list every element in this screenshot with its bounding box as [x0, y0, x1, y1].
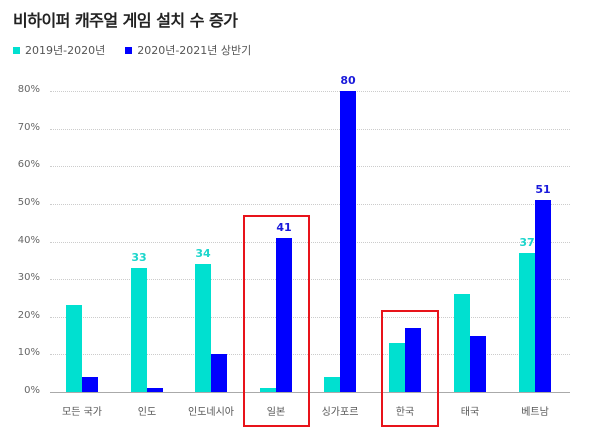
x-tick-label: 인도 — [137, 407, 157, 418]
legend-swatch-cyan — [13, 46, 20, 54]
data-label: 41 — [276, 220, 292, 234]
highlight-box-japan — [243, 215, 310, 427]
bar-2019-2020 — [389, 343, 405, 392]
bar-2019-2020 — [131, 267, 147, 392]
bar-2020-2021 — [211, 354, 227, 392]
gridline — [50, 354, 570, 356]
x-tick-label: 인도네시아 — [188, 407, 234, 418]
legend: 2019년-2020년 2020년-2021년 상반기 — [13, 42, 251, 58]
x-tick-label: 태국 — [460, 407, 480, 418]
x-tick-label: 모든 국가 — [62, 407, 102, 418]
bar-2020-2021 — [535, 200, 551, 392]
legend-label: 2020년-2021년 상반기 — [137, 44, 252, 57]
bar-2020-2021 — [340, 91, 356, 392]
bar-2019-2020 — [66, 305, 82, 392]
y-tick-label: 50% — [17, 196, 40, 208]
data-label: 51 — [535, 183, 551, 197]
data-label: 34 — [195, 247, 211, 261]
x-axis-line — [50, 392, 570, 393]
x-tick-label: 싱가포르 — [321, 407, 359, 418]
data-label: 33 — [131, 250, 147, 264]
gridline — [50, 279, 570, 281]
bar-2019-2020 — [519, 252, 535, 392]
bar-2020-2021 — [405, 328, 421, 392]
gridline — [50, 128, 570, 130]
bar-2019-2020 — [195, 264, 211, 392]
bar-2020-2021 — [82, 376, 98, 392]
gridline — [50, 166, 570, 168]
y-tick-label: 70% — [17, 121, 40, 133]
y-tick-label: 60% — [17, 159, 40, 171]
y-tick-label: 0% — [24, 385, 40, 396]
y-tick-label: 80% — [17, 84, 40, 95]
bar-2019-2020 — [454, 294, 470, 392]
x-tick-label: 일본 — [266, 407, 286, 418]
data-label: 80 — [340, 74, 356, 87]
gridline — [50, 316, 570, 318]
y-tick-label: 40% — [17, 234, 40, 246]
gridline — [50, 91, 570, 92]
gridline — [50, 241, 570, 243]
y-tick-label: 30% — [17, 272, 40, 284]
x-tick-label: 베트남 — [521, 407, 549, 418]
data-label: 37 — [519, 235, 535, 249]
bar-2020-2021 — [470, 335, 486, 392]
legend-swatch-blue — [125, 46, 133, 54]
bar-2020-2021 — [147, 388, 163, 392]
bar-2019-2020 — [260, 388, 276, 392]
x-tick-label: 한국 — [395, 407, 415, 418]
legend-label: 2019년-2020년 — [25, 44, 106, 57]
legend-item-2019-2020: 2019년-2020년 — [13, 42, 105, 58]
highlight-box-korea — [381, 310, 439, 427]
bar-2019-2020 — [324, 376, 340, 392]
chart-title: 비하이퍼 캐주얼 게임 설치 수 증가 — [13, 11, 238, 30]
gridline — [50, 203, 570, 205]
y-tick-label: 10% — [17, 347, 40, 359]
legend-item-2020-2021: 2020년-2021년 상반기 — [125, 42, 251, 58]
y-tick-label: 20% — [17, 309, 40, 321]
bar-2020-2021 — [276, 237, 292, 392]
